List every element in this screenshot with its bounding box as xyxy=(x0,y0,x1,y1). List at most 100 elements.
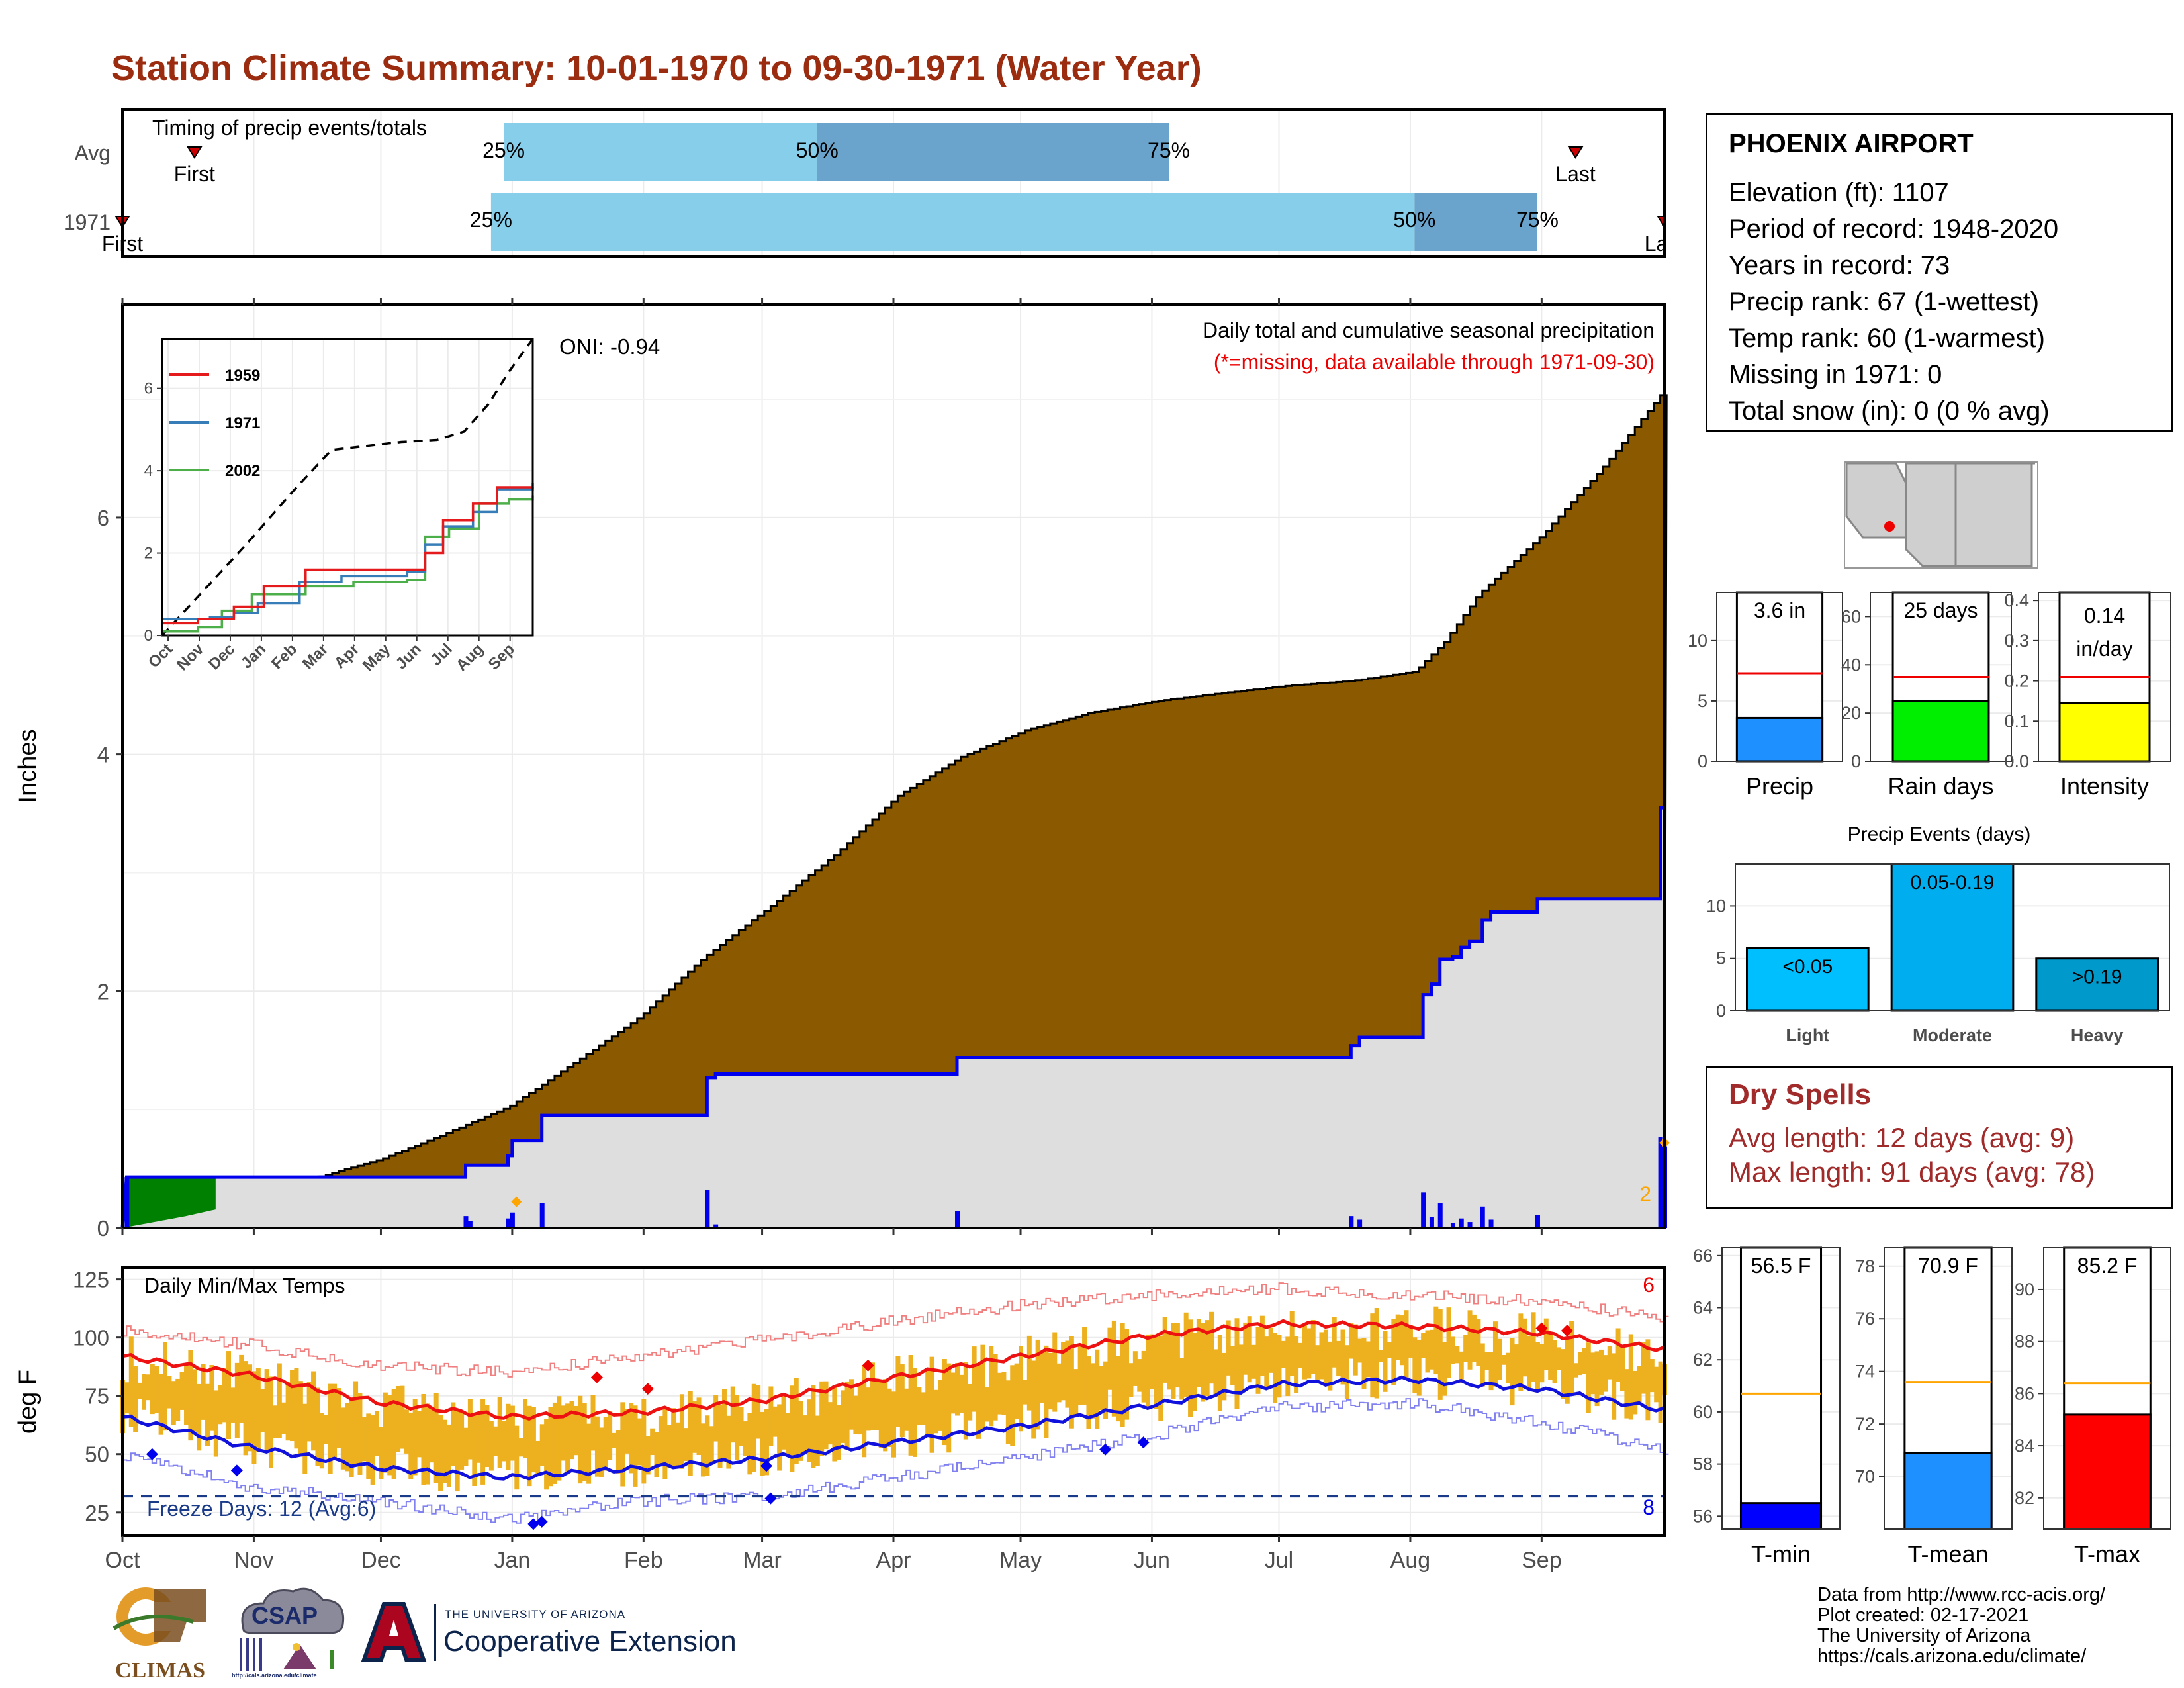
record-high-marker xyxy=(641,1383,654,1395)
daily-temp-bar xyxy=(764,1409,769,1476)
daily-temp-bar xyxy=(1302,1325,1307,1380)
observed-cumulative-area xyxy=(122,808,1664,1228)
daily-temp-bar xyxy=(1510,1338,1515,1406)
daily-temp-bar xyxy=(772,1406,778,1437)
daily-temp-bar xyxy=(1379,1350,1384,1362)
daily-temp-bar xyxy=(1264,1336,1269,1390)
daily-temp-bar xyxy=(844,1381,850,1450)
daily-precip-bar xyxy=(1450,1223,1455,1228)
tmax-chart-value-bar xyxy=(2063,1413,2152,1530)
daily-temp-bar xyxy=(1251,1344,1257,1379)
record-low-marker xyxy=(527,1518,539,1530)
daily-precip-bar xyxy=(955,1211,960,1228)
daily-temp-bar xyxy=(980,1344,985,1432)
daily-temp-bar xyxy=(171,1381,176,1425)
daily-temp-bar xyxy=(721,1389,727,1462)
daily-temp-bar xyxy=(1527,1335,1532,1389)
daily-temp-bar xyxy=(1048,1352,1053,1410)
daily-temp-bar xyxy=(760,1411,765,1476)
daily-temp-bar xyxy=(379,1427,384,1479)
timing-right-mask xyxy=(1666,109,1706,256)
daily-temp-bar xyxy=(717,1405,723,1468)
daily-temp-bar xyxy=(946,1363,952,1453)
record-low-marker xyxy=(1137,1436,1150,1449)
daily-temp-bar xyxy=(1065,1340,1070,1408)
daily-temp-bar xyxy=(476,1413,481,1463)
daily-temp-bar xyxy=(1171,1323,1176,1399)
daily-temp-bar xyxy=(451,1402,456,1466)
tmin-chart-ytick-label: 66 xyxy=(1693,1246,1713,1266)
daily-temp-bar xyxy=(662,1409,668,1479)
inset-ytick-label: 0 xyxy=(144,627,153,645)
daily-temp-bar xyxy=(234,1362,240,1438)
daily-temp-bar xyxy=(1624,1369,1629,1419)
daily-temp-bar xyxy=(1306,1328,1312,1379)
daily-temp-bar xyxy=(1374,1307,1379,1399)
daily-temp-bar xyxy=(230,1387,236,1423)
csap-logo-text: CSAP xyxy=(251,1602,318,1629)
tmin-chart-ytick-label: 56 xyxy=(1693,1506,1713,1526)
daily-temp-bar xyxy=(1019,1346,1024,1432)
daily-temp-bar xyxy=(751,1383,756,1472)
precip-total-chart-ytick-label: 10 xyxy=(1688,631,1707,651)
intensity-chart-border xyxy=(2038,592,2171,762)
daily-temp-bar xyxy=(1463,1335,1469,1362)
station-info-panel: PHOENIX AIRPORT Elevation (ft): 1107 Per… xyxy=(1706,113,2173,432)
daily-temp-bar xyxy=(277,1363,282,1438)
daily-temp-bar xyxy=(243,1361,248,1456)
daily-temp-bar xyxy=(1217,1335,1222,1411)
daily-temp-bar xyxy=(1141,1350,1146,1403)
daily-temp-bar xyxy=(548,1407,553,1487)
precip-rank-text: Precip rank: 67 (1-wettest) xyxy=(1729,287,2040,316)
daily-temp-bar xyxy=(269,1376,274,1468)
daily-temp-bar xyxy=(1522,1318,1527,1377)
daily-temp-bar xyxy=(255,1368,261,1452)
month-label: Jan xyxy=(494,1548,530,1573)
precip-ytick-label: 4 xyxy=(97,743,109,767)
tmean-chart-ytick-label: 74 xyxy=(1855,1362,1875,1382)
daily-temp-bar xyxy=(578,1395,583,1484)
temp-ytick-label: 125 xyxy=(73,1268,109,1292)
precip-ytick-label: 2 xyxy=(97,979,109,1004)
daily-temp-bar xyxy=(862,1365,867,1458)
daily-temp-bar xyxy=(209,1364,214,1431)
tmean-chart-value-label: 70.9 F xyxy=(1918,1254,1978,1278)
daily-temp-bar xyxy=(184,1363,189,1425)
daily-temp-bar xyxy=(375,1411,380,1456)
daily-temp-bar xyxy=(1310,1319,1316,1374)
footer-plot-created: Plot created: 02-17-2021 xyxy=(1817,1605,2029,1626)
timing-bar-25-50 xyxy=(504,123,817,181)
daily-temp-bar xyxy=(1484,1352,1490,1370)
timing-panel-border xyxy=(121,108,1666,258)
precip-total-chart-value-label: 3.6 in xyxy=(1754,598,1805,622)
daily-temp-bar xyxy=(586,1423,592,1484)
daily-temp-bar xyxy=(226,1351,232,1439)
daily-temp-bar xyxy=(1577,1352,1582,1376)
daily-temp-bar xyxy=(1137,1359,1142,1392)
timing-bar-50-75 xyxy=(1414,193,1537,251)
daily-temp-bar xyxy=(819,1381,825,1456)
month-label: Dec xyxy=(361,1548,400,1573)
daily-temp-bar xyxy=(1497,1338,1502,1380)
precip-ylabel: Inches xyxy=(14,729,42,804)
inset-border xyxy=(161,338,534,637)
daily-temp-bar xyxy=(1052,1332,1058,1412)
daily-temp-bar xyxy=(993,1354,998,1421)
daily-temp-bar xyxy=(1120,1323,1125,1427)
daily-temp-bar xyxy=(400,1385,405,1449)
daily-temp-bar xyxy=(197,1383,202,1451)
daily-temp-bar xyxy=(1548,1331,1553,1380)
tmax-chart-ytick-label: 82 xyxy=(2015,1488,2034,1508)
daily-temp-bar xyxy=(942,1358,947,1446)
daily-temp-bar xyxy=(608,1411,613,1460)
daily-temp-bar xyxy=(1607,1345,1612,1380)
daily-temp-bar xyxy=(1328,1341,1333,1391)
timing-percent-label: 75% xyxy=(1516,208,1559,232)
daily-temp-bar xyxy=(417,1411,422,1458)
daily-temp-bar xyxy=(222,1368,227,1423)
daily-temp-bar xyxy=(493,1426,498,1456)
daily-temp-bar xyxy=(502,1421,507,1462)
daily-temp-bar xyxy=(781,1394,786,1450)
precip-event-bar-label: 0.05-0.19 xyxy=(1911,872,1995,894)
daily-temp-bar xyxy=(1586,1342,1591,1413)
